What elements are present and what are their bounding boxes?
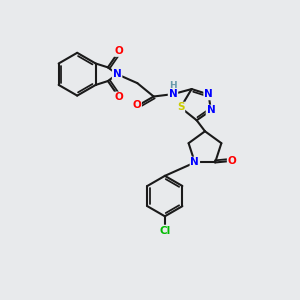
Text: S: S bbox=[177, 103, 184, 112]
Text: O: O bbox=[228, 156, 236, 166]
Text: N: N bbox=[169, 89, 177, 99]
Text: H: H bbox=[169, 81, 177, 90]
Text: Cl: Cl bbox=[159, 226, 170, 236]
Text: O: O bbox=[115, 46, 124, 56]
Text: O: O bbox=[132, 100, 141, 110]
Text: N: N bbox=[190, 158, 199, 167]
Text: N: N bbox=[204, 89, 213, 99]
Text: N: N bbox=[113, 69, 122, 79]
Text: N: N bbox=[207, 106, 215, 116]
Text: O: O bbox=[115, 92, 124, 102]
